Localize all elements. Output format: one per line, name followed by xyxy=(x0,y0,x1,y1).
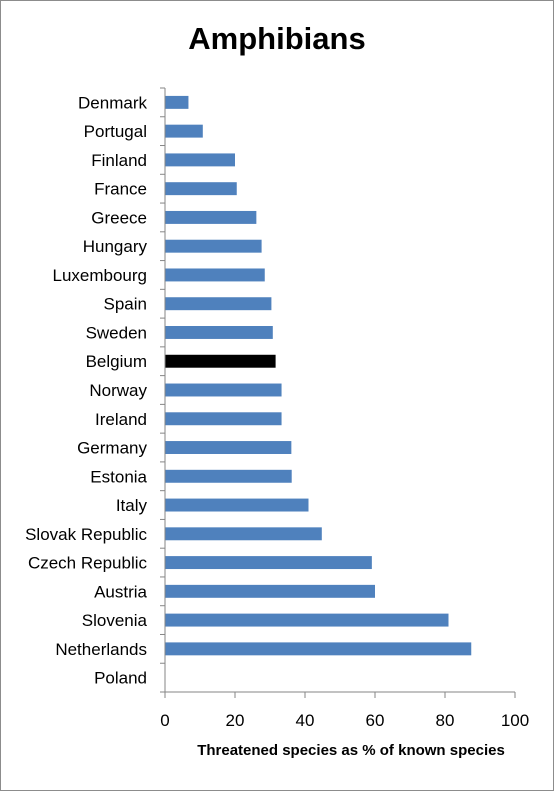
bar-estonia xyxy=(165,469,292,483)
bar-finland xyxy=(165,153,235,167)
category-label: Denmark xyxy=(78,93,147,112)
bar-slovak-republic xyxy=(165,527,322,541)
bar-france xyxy=(165,182,237,196)
category-label: Finland xyxy=(91,151,147,170)
bar-norway xyxy=(165,383,282,397)
x-tick-label: 60 xyxy=(366,711,385,730)
x-tick-label: 40 xyxy=(296,711,315,730)
bar-slovenia xyxy=(165,613,449,627)
category-label: Slovak Republic xyxy=(25,525,147,544)
bar-greece xyxy=(165,210,257,224)
x-tick-label: 80 xyxy=(436,711,455,730)
category-label: Estonia xyxy=(90,467,147,486)
category-label: France xyxy=(94,180,147,199)
category-label: Slovenia xyxy=(82,611,148,630)
category-label: Norway xyxy=(89,381,147,400)
bar-netherlands xyxy=(165,642,472,656)
x-tick-label: 20 xyxy=(226,711,245,730)
bar-luxembourg xyxy=(165,268,265,282)
bar-hungary xyxy=(165,239,262,253)
bar-belgium xyxy=(165,354,276,368)
x-tick-label: 100 xyxy=(501,711,529,730)
category-label: Greece xyxy=(91,208,147,227)
category-label: Hungary xyxy=(83,237,148,256)
bar-sweden xyxy=(165,326,273,339)
bar-czech-republic xyxy=(165,556,372,570)
bar-italy xyxy=(165,498,309,512)
category-label: Netherlands xyxy=(55,640,147,659)
bar-ireland xyxy=(165,412,282,426)
category-label: Austria xyxy=(94,582,147,601)
x-tick-label: 0 xyxy=(160,711,169,730)
category-label: Italy xyxy=(116,496,148,515)
bar-portugal xyxy=(165,124,203,138)
category-label: Belgium xyxy=(86,352,147,371)
category-label: Portugal xyxy=(84,122,147,141)
chart-title: Amphibians xyxy=(188,21,366,56)
category-label: Czech Republic xyxy=(28,554,148,573)
bar-denmark xyxy=(165,95,189,109)
category-label: Ireland xyxy=(95,410,147,429)
category-label: Germany xyxy=(77,439,147,458)
category-label: Sweden xyxy=(86,323,147,342)
category-label: Poland xyxy=(94,669,147,688)
x-axis-label: Threatened species as % of known species xyxy=(197,742,505,759)
category-label: Luxembourg xyxy=(52,266,147,285)
bar-spain xyxy=(165,297,272,311)
category-label: Spain xyxy=(104,295,147,314)
bar-germany xyxy=(165,441,292,454)
bar-austria xyxy=(165,584,375,598)
